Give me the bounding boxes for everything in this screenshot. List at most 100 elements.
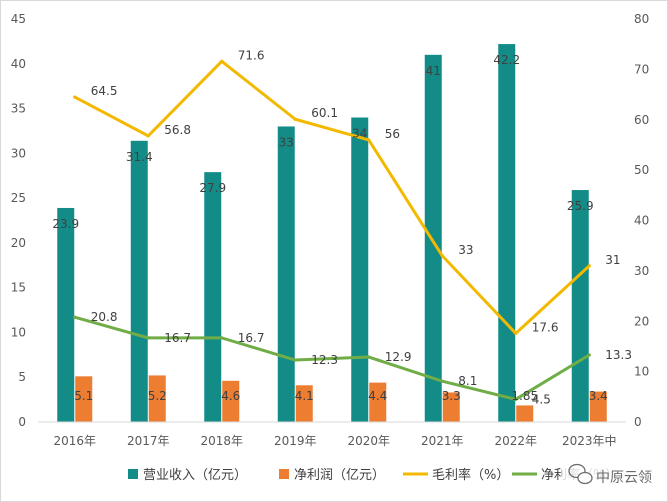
y-left-tick-label: 20 xyxy=(11,236,26,250)
y-left-tick-label: 0 xyxy=(18,415,26,429)
y-left-tick-label: 30 xyxy=(11,146,26,160)
gross-margin-point xyxy=(587,264,591,268)
y-left-tick-label: 35 xyxy=(11,102,26,116)
x-tick-label: 2019年 xyxy=(274,434,317,448)
net-margin-data-label: 16.7 xyxy=(164,331,191,345)
gross-margin-point xyxy=(440,254,444,258)
watermark-text: 中原云领 xyxy=(596,470,652,486)
watermark: 中原云领 xyxy=(562,459,666,499)
net-margin-data-label: 12.3 xyxy=(311,353,338,367)
revenue-data-label: 25.9 xyxy=(567,199,594,213)
legend-swatch-net-profit xyxy=(279,469,289,479)
net-margin-point xyxy=(367,355,371,359)
net-profit-bar xyxy=(369,382,387,422)
net-margin-point xyxy=(220,336,224,340)
gross-margin-data-label: 33 xyxy=(458,243,473,257)
y-left-tick-label: 25 xyxy=(11,191,26,205)
y-right-tick-label: 10 xyxy=(634,365,649,379)
x-tick-label: 2018年 xyxy=(200,434,243,448)
net-profit-data-label: 1.85 xyxy=(511,389,538,403)
legend-label-revenue: 营业收入（亿元） xyxy=(143,468,247,483)
revenue-data-label: 27.9 xyxy=(199,181,226,195)
revenue-data-label: 33 xyxy=(279,135,294,149)
axes-layer: 0 5 10 15 20 25 30 35 40 45 0 10 20 30 40 50 60 70 80 2016年… xyxy=(11,12,650,448)
gross-margin-point xyxy=(367,138,371,142)
net-margin-data-label: 4.5 xyxy=(532,392,551,406)
net-margin-data-label: 20.8 xyxy=(91,310,118,324)
y-right-tick-label: 80 xyxy=(634,12,649,26)
legend-swatch-revenue xyxy=(128,469,138,479)
net-profit-data-label: 3.3 xyxy=(442,389,461,403)
net-margin-data-label: 13.3 xyxy=(605,348,632,362)
gross-margin-point xyxy=(514,331,518,335)
net-profit-bar xyxy=(516,405,534,422)
revenue-bar xyxy=(57,207,75,422)
legend-label-net-profit: 净利润（亿元） xyxy=(294,468,385,483)
net-profit-bar xyxy=(589,391,607,422)
net-profit-data-label: 4.1 xyxy=(295,389,314,403)
y-right-tick-label: 20 xyxy=(634,314,649,328)
net-profit-data-label: 5.1 xyxy=(74,389,93,403)
net-profit-data-label: 4.6 xyxy=(221,389,240,403)
net-margin-data-label: 12.9 xyxy=(385,350,412,364)
gross-margin-point xyxy=(73,95,77,99)
net-profit-bar xyxy=(222,380,240,422)
net-margin-point xyxy=(146,336,150,340)
x-tick-label: 2023年中 xyxy=(562,433,617,448)
revenue-data-label: 41 xyxy=(426,64,441,78)
gross-margin-data-label: 56 xyxy=(385,127,400,141)
revenue-bar xyxy=(498,44,516,422)
revenue-bar xyxy=(571,190,589,422)
net-profit-bar xyxy=(148,375,166,422)
net-margin-line xyxy=(73,315,591,401)
y-left-tick-label: 5 xyxy=(18,370,26,384)
y-right-tick-label: 70 xyxy=(634,62,649,76)
y-left-tick-label: 45 xyxy=(11,12,26,26)
y-right-tick-label: 0 xyxy=(634,415,642,429)
net-profit-data-label: 4.4 xyxy=(368,389,387,403)
x-tick-label: 2016年 xyxy=(53,434,96,448)
gross-margin-data-label: 56.8 xyxy=(164,123,191,137)
gross-margin-data-label: 60.1 xyxy=(311,106,338,120)
revenue-bar xyxy=(204,172,222,422)
revenue-bar xyxy=(351,117,369,422)
x-tick-label: 2020年 xyxy=(347,434,390,448)
y-left-tick-label: 40 xyxy=(11,57,26,71)
net-margin-point xyxy=(587,353,591,357)
revenue-data-label: 34 xyxy=(352,127,367,141)
net-profit-bar xyxy=(75,376,93,422)
net-margin-data-label: 16.7 xyxy=(238,331,265,345)
revenue-data-label: 42.2 xyxy=(493,53,520,67)
gross-margin-data-label: 71.6 xyxy=(238,48,265,62)
y-right-tick-label: 30 xyxy=(634,264,649,278)
gross-margin-data-label: 17.6 xyxy=(532,320,559,334)
gross-margin-data-label: 31 xyxy=(605,253,620,267)
revenue-bar xyxy=(277,126,295,422)
y-left-tick-label: 10 xyxy=(11,325,26,339)
net-margin-point xyxy=(293,358,297,362)
net-margin-data-label: 8.1 xyxy=(458,374,477,388)
revenue-data-label: 23.9 xyxy=(52,217,79,231)
revenue-bar xyxy=(130,140,148,422)
legend-label-gross-margin: 毛利率（%） xyxy=(432,467,509,483)
wechat-icon xyxy=(568,463,593,485)
gross-margin-point xyxy=(146,134,150,138)
legend: 营业收入（亿元） 净利润（亿元） 毛利率（%） 净利率（%） xyxy=(128,467,618,483)
gross-margin-line xyxy=(73,59,591,335)
x-tick-label: 2022年 xyxy=(494,434,537,448)
revenue-data-label: 31.4 xyxy=(126,150,153,164)
net-margin-point xyxy=(514,397,518,401)
gross-margin-point xyxy=(293,117,297,121)
net-profit-bar xyxy=(442,392,460,422)
net-margin-point xyxy=(73,315,77,319)
net-profit-data-label: 3.4 xyxy=(589,389,608,403)
y-right-tick-label: 60 xyxy=(634,113,649,127)
revenue-bar xyxy=(424,54,442,422)
net-profit-bar xyxy=(295,385,313,422)
y-right-tick-label: 40 xyxy=(634,214,649,228)
gross-margin-data-label: 64.5 xyxy=(91,84,118,98)
net-margin-point xyxy=(440,379,444,383)
y-right-tick-label: 50 xyxy=(634,163,649,177)
